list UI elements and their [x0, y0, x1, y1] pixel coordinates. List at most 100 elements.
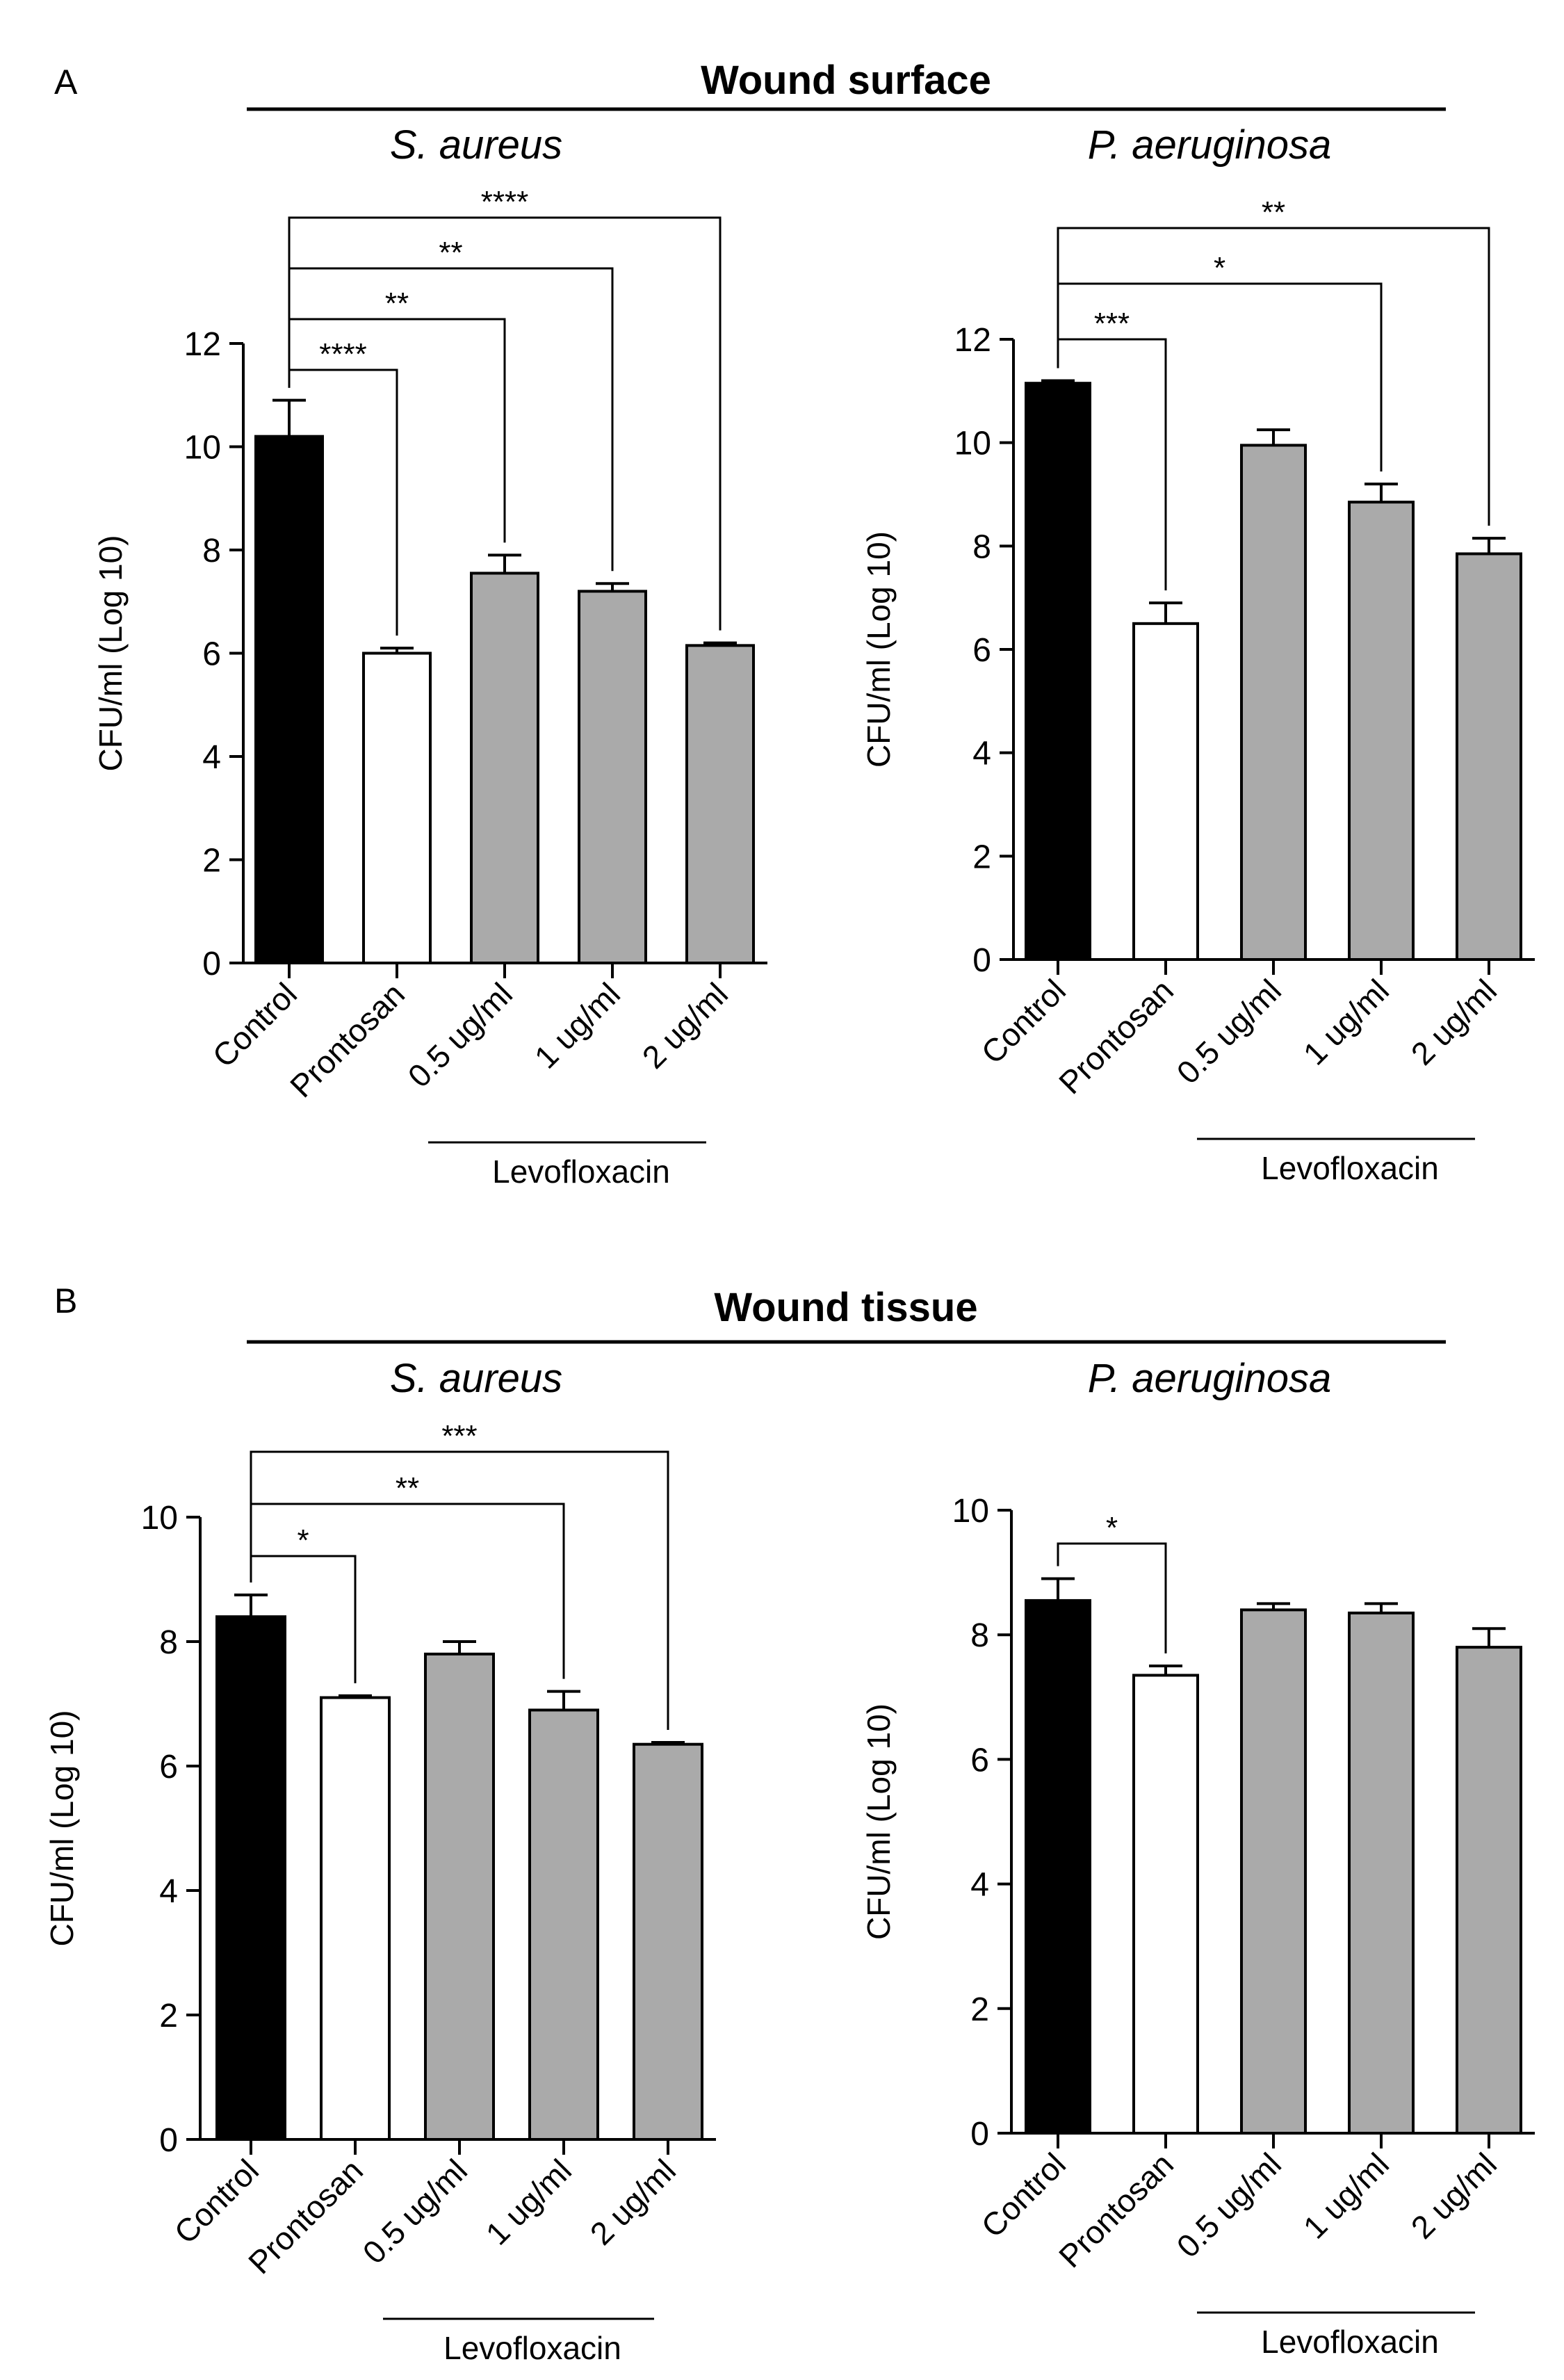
y-tick-label: 8	[970, 1617, 989, 1654]
bar	[362, 651, 432, 964]
bar	[1240, 1608, 1307, 2135]
bar	[1132, 1674, 1199, 2135]
panel-letter-a: A	[54, 63, 78, 102]
group-label: Levofloxacin	[443, 2330, 621, 2366]
chart-surface-s-aureus: S. aureus CFU/ml (Log 10) 0 2 4 6 8 10 12 Control…	[92, 122, 767, 1190]
category-label: 1 ug/ml	[528, 976, 627, 1075]
y-tick-label: 0	[972, 942, 991, 979]
bar	[470, 572, 539, 964]
significance-label: **	[396, 1471, 419, 1505]
group-label: Levofloxacin	[492, 1153, 670, 1190]
y-tick-label: 10	[952, 1493, 989, 1530]
y-tick-label: 0	[159, 2122, 178, 2159]
category-label: Prontosan	[1052, 2146, 1180, 2274]
bar	[320, 1696, 391, 2142]
bar	[1025, 1598, 1091, 2135]
category-label: Control	[205, 976, 304, 1074]
category-label: Prontosan	[241, 2152, 370, 2281]
category-label: Control	[974, 972, 1073, 1071]
category-label: Prontosan	[283, 976, 412, 1104]
bar	[424, 1652, 495, 2141]
y-tick-label: 12	[954, 322, 991, 359]
group-label: Levofloxacin	[1261, 1150, 1439, 1186]
y-tick-label: 10	[954, 426, 991, 462]
category-label: 2 ug/ml	[1404, 2146, 1504, 2245]
y-tick-label: 2	[972, 839, 991, 875]
y-tick-label: 6	[972, 632, 991, 669]
category-label: 1 ug/ml	[1296, 2146, 1396, 2245]
significance-bracket	[288, 216, 722, 631]
chart-tissue-p-aeruginosa: P. aeruginosa CFU/ml (Log 10) 0 2 4 6 8 10 Contr…	[861, 1356, 1535, 2360]
panel-title-b: Wound tissue	[714, 1285, 977, 1330]
significance-label: *	[1214, 251, 1225, 285]
chart-title: P. aeruginosa	[1088, 1356, 1331, 1401]
bar	[1348, 1611, 1415, 2135]
category-label: 1 ug/ml	[1296, 972, 1396, 1071]
y-axis-label: CFU/ml (Log 10)	[92, 535, 129, 772]
category-label: Control	[167, 2152, 266, 2251]
bar	[1240, 444, 1307, 961]
y-tick-label: 4	[202, 739, 221, 776]
panel-letter-b: B	[54, 1281, 77, 1320]
y-axis-label: CFU/ml (Log 10)	[861, 531, 897, 768]
bar	[528, 1708, 599, 2141]
bar	[254, 435, 324, 964]
category-label: 1 ug/ml	[479, 2152, 578, 2251]
significance-label: ****	[319, 337, 367, 371]
chart-surface-p-aeruginosa: P. aeruginosa CFU/ml (Log 10) 0 2 4 6 8 10 12 Con…	[861, 122, 1535, 1186]
bar	[1132, 622, 1199, 961]
bar	[1456, 552, 1522, 961]
significance-label: ****	[481, 185, 529, 219]
category-label: Prontosan	[1052, 972, 1180, 1101]
y-tick-label: 2	[159, 1998, 178, 2034]
y-axis-label: CFU/ml (Log 10)	[44, 1710, 80, 1947]
category-label: 0.5 ug/ml	[356, 2152, 475, 2271]
category-label: 2 ug/ml	[583, 2152, 683, 2251]
significance-label: ***	[441, 1419, 477, 1453]
significance-bracket	[288, 267, 614, 572]
bar	[685, 644, 755, 964]
y-tick-label: 8	[202, 533, 221, 569]
significance-bracket	[250, 1450, 669, 1730]
y-tick-label: 10	[141, 1500, 178, 1537]
y-tick-label: 0	[202, 946, 221, 982]
chart-title: S. aureus	[390, 1356, 562, 1401]
bar	[1025, 382, 1091, 961]
bar	[1348, 501, 1415, 961]
chart-tissue-s-aureus: S. aureus CFU/ml (Log 10) 0 2 4 6 8 10 ControlPr…	[44, 1356, 716, 2366]
group-label: Levofloxacin	[1261, 2324, 1439, 2360]
y-tick-label: 10	[184, 430, 221, 467]
significance-label: ***	[1094, 307, 1130, 341]
category-label: 0.5 ug/ml	[401, 976, 520, 1094]
y-tick-label: 8	[972, 528, 991, 565]
y-tick-label: 6	[159, 1749, 178, 1786]
significance-bracket	[1057, 227, 1490, 526]
y-tick-label: 2	[970, 1991, 989, 2028]
y-tick-label: 4	[972, 736, 991, 772]
y-tick-label: 12	[184, 326, 221, 363]
category-label: Control	[974, 2146, 1073, 2244]
chart-title: P. aeruginosa	[1088, 122, 1331, 168]
y-tick-label: 0	[970, 2116, 989, 2153]
bar	[633, 1742, 703, 2142]
significance-label: *	[1106, 1511, 1118, 1545]
y-tick-label: 2	[202, 843, 221, 880]
significance-label: **	[1262, 195, 1285, 229]
significance-label: *	[297, 1523, 309, 1557]
y-tick-label: 4	[159, 1873, 178, 1910]
panel-title-a: Wound surface	[701, 58, 991, 103]
significance-label: **	[439, 236, 462, 270]
y-tick-label: 8	[159, 1624, 178, 1661]
significance-label: **	[385, 286, 409, 321]
y-tick-label: 4	[970, 1867, 989, 1904]
category-label: 2 ug/ml	[635, 976, 735, 1075]
y-tick-label: 6	[970, 1742, 989, 1779]
category-label: 0.5 ug/ml	[1170, 972, 1289, 1091]
y-axis-label: CFU/ml (Log 10)	[861, 1703, 897, 1940]
y-tick-label: 6	[202, 636, 221, 673]
bar	[215, 1615, 286, 2141]
bar	[578, 590, 647, 964]
category-label: 0.5 ug/ml	[1170, 2146, 1289, 2265]
category-label: 2 ug/ml	[1404, 972, 1504, 1071]
